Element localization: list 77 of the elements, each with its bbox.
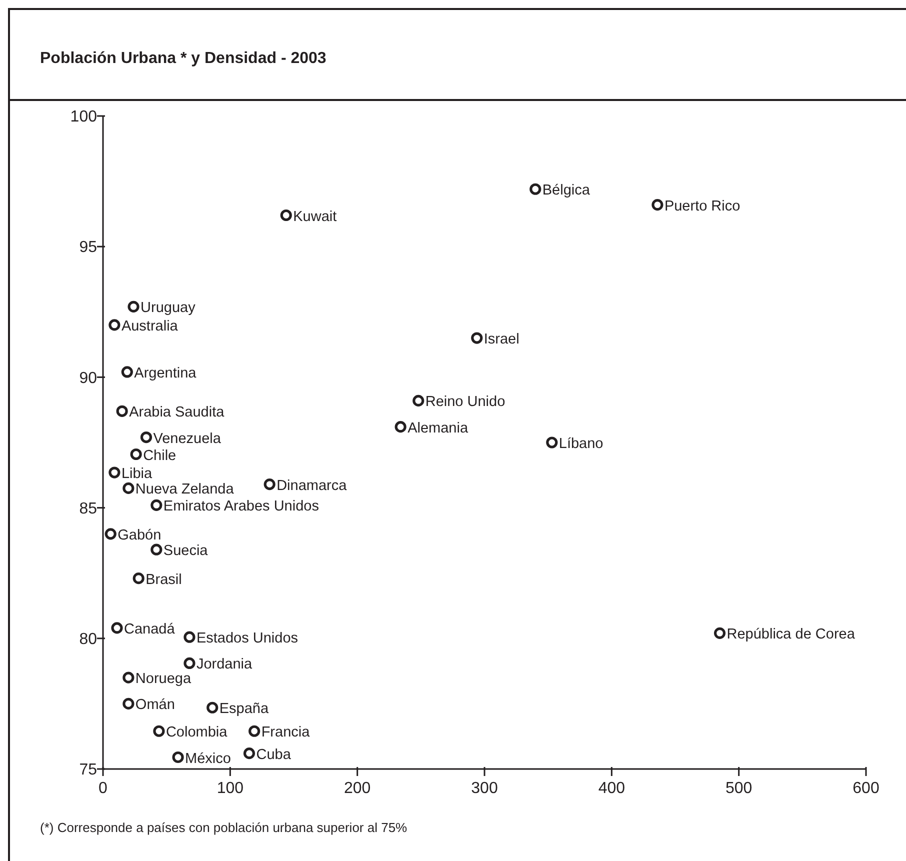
annotation: Alemania (408, 420, 469, 436)
x-tick-label: 0 (98, 780, 108, 797)
point (546, 436, 558, 448)
annotation: Canadá (124, 621, 176, 638)
chart-title: Población Urbana * y Densidad - 2003 (40, 50, 326, 67)
annotation: Nueva Zelanda (135, 482, 235, 498)
point (122, 698, 134, 710)
point (172, 751, 184, 764)
point (264, 478, 276, 490)
point (206, 702, 218, 714)
annotation: Brasil (146, 572, 182, 588)
annotation: Estados Unidos (196, 630, 298, 647)
point (140, 431, 152, 444)
annotation: Arabia Saudita (129, 404, 226, 421)
point (121, 366, 133, 378)
point (652, 199, 664, 211)
y-tick-label: 85 (79, 500, 98, 518)
annotation: Chile (143, 448, 176, 464)
annotation: República de Corea (726, 626, 856, 643)
annotation: Líbano (558, 436, 604, 452)
point (714, 627, 726, 639)
annotation: Noruega (135, 671, 192, 688)
annotation: Emiratos Arabes Unidos (163, 498, 319, 515)
point (111, 622, 123, 634)
point (150, 544, 162, 556)
annotation: México (185, 750, 231, 767)
text: (*) Corresponde a países con población urbana superior al 75% (40, 820, 408, 835)
annotation: Argentina (134, 365, 198, 382)
annotation: Reino Unido (425, 394, 506, 410)
annotation: España (219, 701, 270, 718)
x-tick-label: 100 (216, 780, 244, 797)
point (150, 499, 162, 511)
y-tick-label: 100 (70, 108, 98, 126)
annotation: Uruguay (140, 300, 196, 316)
y-tick-label: 75 (79, 762, 98, 779)
annotation: Colombia (166, 724, 228, 741)
y-tick-label: 95 (79, 239, 98, 256)
point (530, 183, 542, 195)
point (122, 672, 134, 684)
y-tick-label: 90 (79, 370, 98, 387)
x-tick-label: 200 (344, 780, 371, 797)
annotation: Puerto Rico (664, 198, 740, 214)
x-tick-label: 600 (852, 780, 880, 797)
point (394, 421, 406, 433)
point (116, 405, 128, 417)
annotation: Cuba (256, 746, 292, 763)
annotation: Libia (121, 466, 154, 482)
point (108, 466, 120, 478)
annotation: Israel (484, 332, 520, 348)
annotation: Francia (261, 724, 311, 741)
point (132, 572, 144, 584)
annotation: Venezuela (153, 430, 222, 447)
point (153, 725, 165, 737)
point (248, 725, 260, 737)
x-tick-label: 300 (471, 780, 498, 797)
point (128, 300, 140, 312)
annotation: Australia (121, 318, 179, 334)
x-tick-label: 500 (725, 780, 752, 797)
annotation: Omán (135, 697, 175, 714)
point (130, 448, 142, 460)
point (184, 657, 196, 670)
y-tick-label: 80 (79, 631, 98, 648)
annotation: Gabón (118, 527, 162, 544)
x-tick-label: 400 (598, 780, 626, 797)
annotation: Bélgica (542, 182, 591, 199)
point (122, 482, 134, 494)
point (412, 394, 424, 407)
annotation: Kuwait (293, 208, 337, 225)
point (104, 528, 116, 540)
annotation: Dinamarca (276, 478, 348, 494)
annotation: Suecia (163, 543, 209, 560)
annotation: Jordania (196, 656, 254, 673)
point (184, 631, 196, 643)
point (471, 332, 483, 344)
point (280, 209, 292, 222)
point (243, 748, 256, 760)
point (108, 319, 120, 331)
